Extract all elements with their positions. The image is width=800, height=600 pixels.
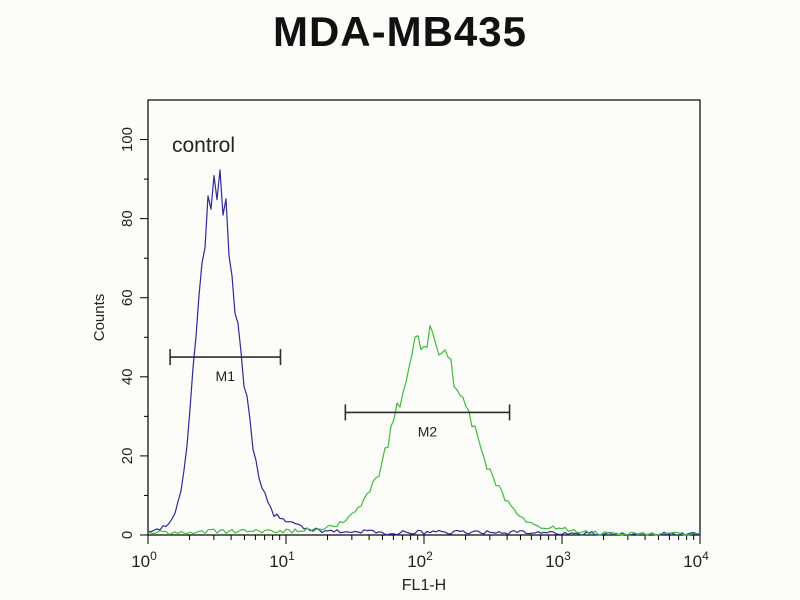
y-axis-label: Counts — [91, 294, 108, 342]
gate-m2-label: M2 — [418, 423, 438, 439]
x-tick-label: 102 — [407, 549, 433, 571]
series-control-curve — [147, 169, 701, 536]
y-tick-label: 20 — [119, 448, 136, 465]
y-tick-label: 40 — [119, 368, 136, 385]
plot-area-border — [147, 99, 701, 536]
series-antibody-curve — [147, 325, 701, 536]
chart-title: MDA-MB435 — [272, 8, 528, 55]
control-annotation: control — [172, 134, 235, 157]
x-axis-label: FL1-H — [402, 577, 446, 594]
x-tick-label: 104 — [683, 549, 709, 571]
y-tick-label: 60 — [119, 289, 136, 306]
y-tick-label: 80 — [119, 210, 136, 227]
gate-m1-label: M1 — [216, 368, 236, 384]
y-tick-label: 100 — [119, 127, 136, 152]
x-tick-label: 101 — [269, 549, 295, 571]
x-tick-label: 100 — [131, 549, 157, 571]
x-tick-label: 103 — [545, 549, 571, 571]
y-tick-label: 0 — [119, 531, 136, 539]
